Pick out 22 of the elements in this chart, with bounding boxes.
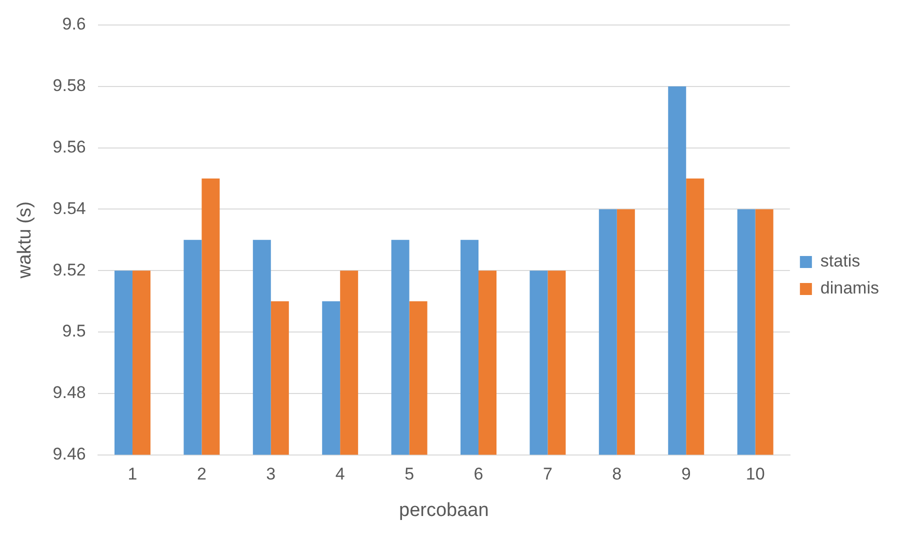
y-tick-label: 9.54 [52, 198, 86, 218]
x-tick-label: 2 [196, 464, 206, 484]
y-tick-label: 9.52 [52, 260, 86, 280]
y-tick-label: 9.6 [62, 14, 86, 34]
x-tick-label: 3 [266, 464, 276, 484]
y-tick-label: 9.56 [52, 137, 86, 156]
x-tick-label: 9 [681, 464, 691, 484]
x-tick-label: 8 [612, 464, 622, 484]
y-tick-label: 9.58 [52, 76, 86, 96]
x-tick-label: 1 [128, 464, 138, 484]
y-tick-label: 9.46 [52, 444, 86, 464]
x-tick-label: 10 [746, 464, 765, 484]
x-tick-label: 7 [542, 464, 552, 484]
y-tick-label: 9.48 [52, 383, 86, 402]
x-tick-label: 6 [474, 464, 484, 484]
x-tick-label: 4 [335, 464, 345, 484]
x-axis-title: percobaan [399, 500, 489, 521]
x-tick-label: 5 [404, 464, 414, 484]
y-axis-title: waktu (s) [14, 201, 36, 280]
y-tick-label: 9.5 [62, 322, 86, 341]
legend-label: dinamis [820, 278, 880, 298]
legend-label: statis [820, 252, 860, 271]
